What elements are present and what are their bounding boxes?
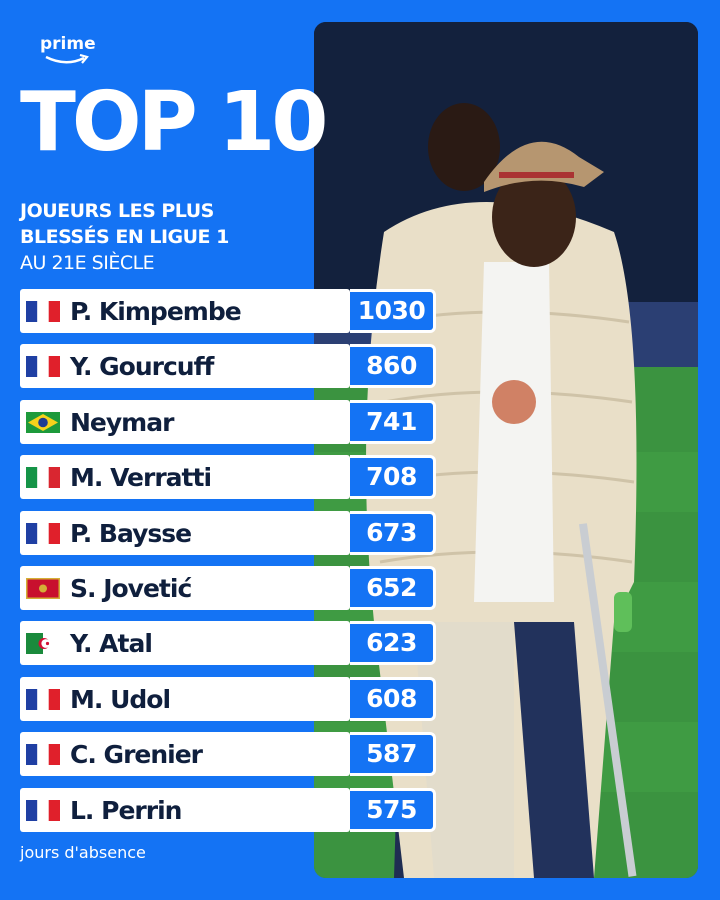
france-flag-icon (26, 799, 60, 821)
days-absent-value: 708 (350, 455, 436, 500)
italy-flag-icon (26, 467, 60, 489)
player-name: P. Baysse (70, 518, 192, 548)
days-absent-value: 1030 (350, 289, 436, 333)
player-name: M. Udol (70, 684, 171, 714)
prime-smile-icon (45, 54, 89, 64)
days-absent-value: 860 (350, 344, 436, 389)
player-name: C. Grenier (70, 740, 203, 770)
footer-note: jours d'absence (20, 843, 146, 862)
prime-logo: prime (40, 34, 96, 54)
player-name-box: Y. Gourcuff (20, 344, 350, 389)
algeria-flag-icon (26, 633, 60, 655)
subtitle-line-2: BLESSÉS EN LIGUE 1 (20, 226, 229, 248)
ranking-row: Neymar 741 (20, 399, 436, 444)
ranking-row: P. Kimpembe 1030 (20, 289, 436, 333)
montenegro-flag-icon (26, 578, 60, 599)
days-absent-value: 623 (350, 621, 436, 666)
brazil-flag-icon (26, 411, 60, 433)
ranking-row: M. Udol 608 (20, 676, 436, 721)
france-flag-icon (26, 522, 60, 544)
ranking-row: S. Jovetić 652 (20, 566, 436, 610)
france-flag-icon (26, 744, 60, 766)
player-name: S. Jovetić (70, 574, 192, 603)
player-name-box: Neymar (20, 399, 350, 444)
player-name-box: P. Baysse (20, 510, 350, 555)
subtitle-line-3: AU 21E SIÈCLE (20, 252, 155, 274)
subtitle: JOUEURS LES PLUS BLESSÉS EN LIGUE 1 AU 2… (20, 198, 229, 276)
days-absent-value: 608 (350, 676, 436, 721)
player-name-box: M. Udol (20, 676, 350, 721)
player-name-box: S. Jovetić (20, 566, 350, 610)
days-absent-value: 673 (350, 510, 436, 555)
ranking-row: P. Baysse 673 (20, 510, 436, 555)
player-name: L. Perrin (70, 795, 182, 825)
player-name-box: Y. Atal (20, 621, 350, 666)
player-name-box: M. Verratti (20, 455, 350, 500)
player-name-box: P. Kimpembe (20, 289, 350, 333)
ranking-row: L. Perrin 575 (20, 787, 436, 832)
player-name-box: C. Grenier (20, 732, 350, 777)
ranking-row: C. Grenier 587 (20, 732, 436, 777)
ranking-row: Y. Gourcuff 860 (20, 344, 436, 389)
player-name: P. Kimpembe (70, 297, 242, 326)
player-name: Y. Gourcuff (70, 352, 214, 382)
days-absent-value: 652 (350, 566, 436, 610)
days-absent-value: 587 (350, 732, 436, 777)
player-name: Y. Atal (70, 629, 153, 659)
days-absent-value: 741 (350, 399, 436, 444)
days-absent-value: 575 (350, 787, 436, 832)
player-name: Neymar (70, 407, 174, 437)
page-title: TOP 10 (20, 75, 328, 170)
ranking-row: M. Verratti 708 (20, 455, 436, 500)
france-flag-icon (26, 301, 60, 322)
subtitle-line-1: JOUEURS LES PLUS (20, 200, 214, 222)
ranking-row: Y. Atal 623 (20, 621, 436, 666)
france-flag-icon (26, 356, 60, 378)
france-flag-icon (26, 688, 60, 710)
player-name-box: L. Perrin (20, 787, 350, 832)
player-name: M. Verratti (70, 463, 212, 493)
